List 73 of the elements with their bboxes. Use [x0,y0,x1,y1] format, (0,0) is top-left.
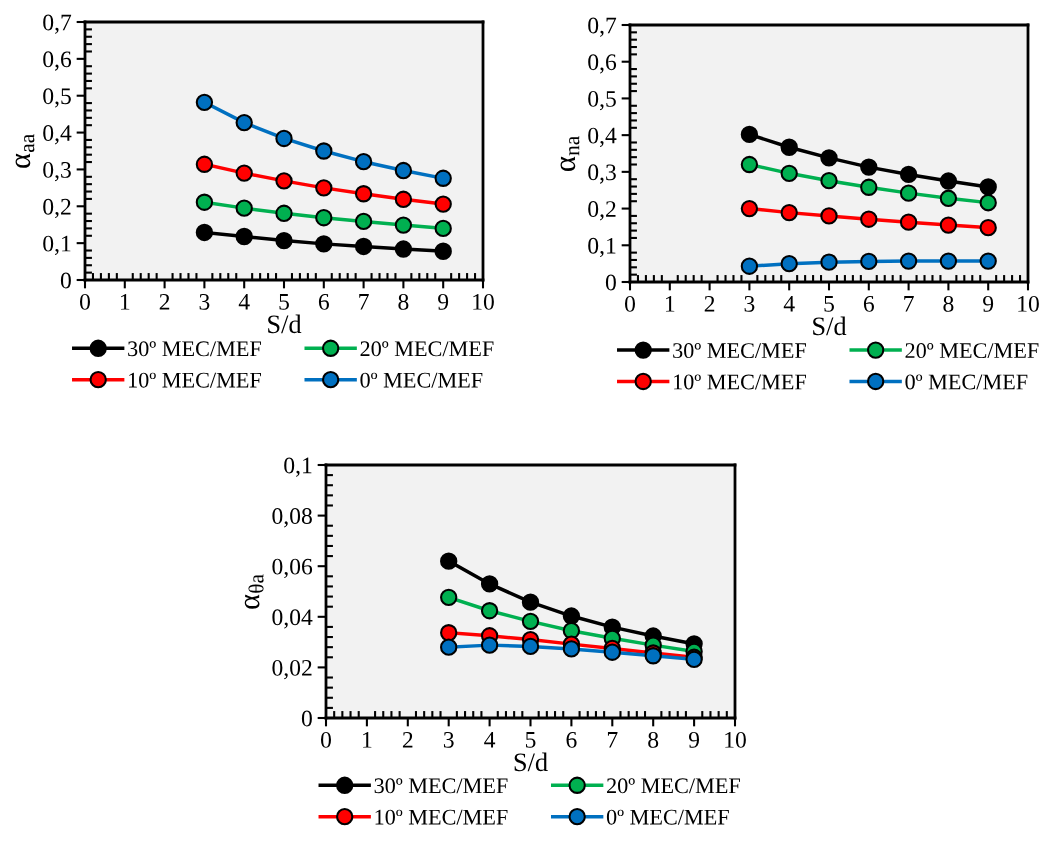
y-tick-label: 0,06 [272,558,313,579]
x-tick-label: 5 [279,294,289,310]
y-tick-label: 0 [301,710,312,727]
legend-label: 20º MEC/MEF [360,341,494,357]
x-tick-label: 2 [402,731,413,748]
x-tick-label: 8 [943,295,954,312]
legend-label: 0º MEC/MEF [905,374,1028,390]
x-tick-label: 10 [473,293,494,310]
y-tick-label: 0,2 [588,201,616,221]
x-tick-label: 0 [625,295,635,312]
x-tick-label: 9 [438,293,449,310]
y-tick-label: 0,02 [272,659,312,680]
y-tick-label: 0,1 [43,235,71,255]
x-tick-label: 8 [648,731,659,748]
y-axis-title: α$_{θa}$ [244,574,264,609]
y-tick-label: 0,5 [588,90,616,111]
x-tick-label: 6 [863,295,874,312]
x-tick-label: 9 [688,731,700,748]
x-tick-label: 0 [321,731,331,748]
legend-label: 30º MEC/MEF [673,343,806,359]
legend-label: 10º MEC/MEF [129,372,261,388]
legend-label: 30º MEC/MEF [128,341,261,357]
x-tick-label: 6 [318,293,329,310]
y-tick-label: 0,1 [284,457,312,477]
y-tick-label: 0,2 [43,198,71,219]
legend-label: 0º MEC/MEF [360,372,483,388]
y-tick-label: 0,08 [272,508,312,528]
y-tick-label: 0,4 [588,127,617,147]
x-tick-label: 4 [238,294,250,310]
x-tick-label: 1 [665,295,675,312]
x-axis-title: S/d [514,752,548,772]
x-tick-label: 9 [983,295,994,312]
y-tick-label: 0,04 [272,609,313,629]
legend-label: 20º MEC/MEF [905,343,1039,359]
legend-label: 20º MEC/MEF [607,778,740,794]
x-tick-label: 7 [904,296,914,312]
x-tick-label: 5 [824,296,834,312]
y-tick-label: 0,7 [588,17,617,37]
legend-label: 0º MEC/MEF [606,809,729,825]
x-tick-label: 3 [744,295,755,312]
x-tick-label: 7 [359,294,369,310]
y-tick-label: 0,3 [588,164,616,184]
y-tick-label: 0,5 [43,88,71,108]
x-tick-label: 5 [525,732,536,748]
y-tick-label: 0,4 [43,125,72,145]
y-tick-label: 0,6 [43,51,72,71]
x-tick-label: 4 [484,732,496,748]
x-tick-label: 8 [398,293,409,310]
x-tick-label: 7 [607,732,618,748]
x-tick-label: 6 [566,731,577,748]
x-tick-label: 3 [443,731,454,748]
x-tick-label: 1 [120,293,130,310]
x-tick-label: 0 [80,293,90,310]
x-tick-label: 3 [199,293,210,310]
y-tick-label: 0,6 [588,54,617,74]
y-tick-label: 0 [60,272,71,289]
legend-label: 10º MEC/MEF [375,809,508,825]
y-axis-title: α$_{na}$ [560,135,580,171]
x-tick-label: 1 [363,731,372,748]
y-tick-label: 0,3 [43,161,71,182]
y-axis-title: α$_{aa}$ [15,134,35,168]
x-tick-label: 2 [704,295,715,312]
legend-label: 10º MEC/MEF [674,374,806,390]
y-tick-label: 0 [605,274,616,291]
x-tick-label: 2 [159,293,170,310]
legend-label: 30º MEC/MEF [374,778,508,794]
x-axis-title: S/d [813,316,847,336]
x-axis-title: S/d [268,314,302,334]
y-tick-label: 0,7 [43,14,72,34]
y-tick-label: 0,1 [588,237,616,258]
x-tick-label: 10 [1018,295,1039,312]
x-tick-label: 10 [725,731,746,748]
x-tick-label: 4 [783,296,795,312]
